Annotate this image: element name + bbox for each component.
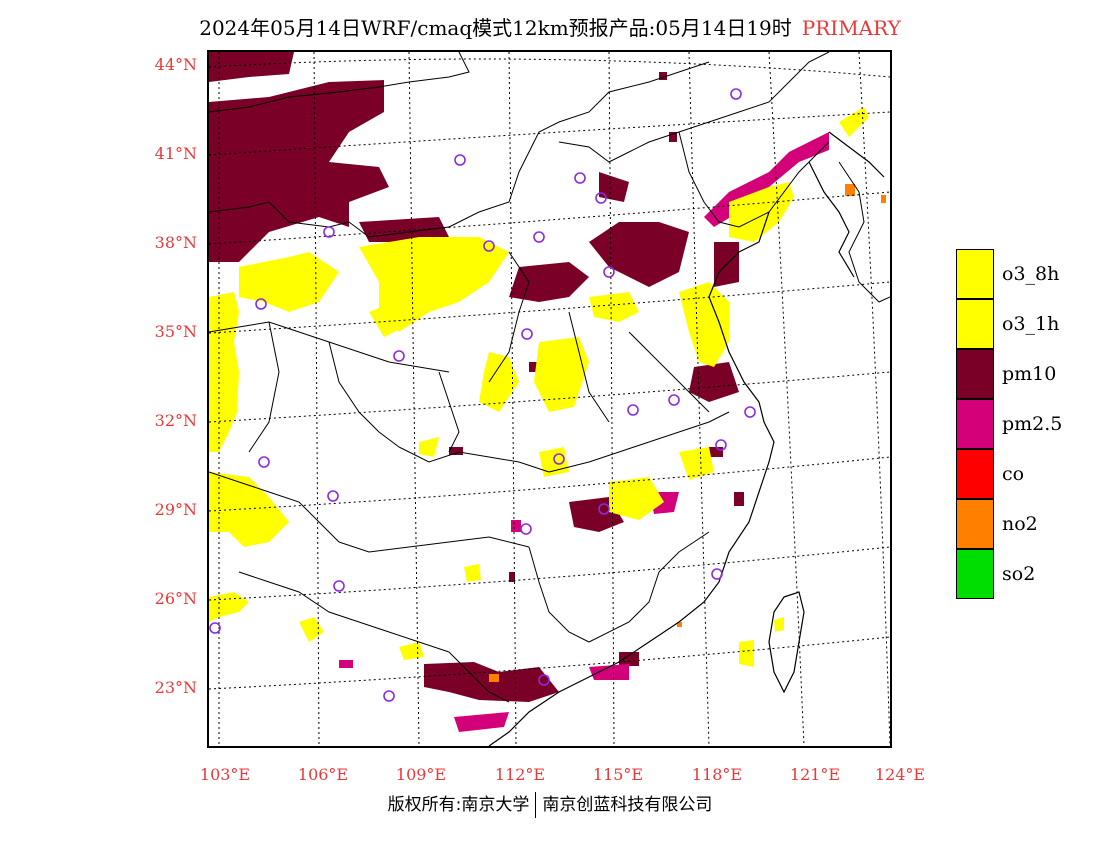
legend-label: pm2.5: [1002, 413, 1063, 435]
legend-label: o3_1h: [1002, 313, 1060, 335]
map-title: 2024年05月14日WRF/cmaq模式12km预报产品:05月14日19时 P…: [0, 12, 1100, 41]
lon-label-124e: 124°E: [874, 765, 926, 784]
title-primary-tag: PRIMARY: [801, 16, 901, 40]
graticule: [209, 52, 890, 746]
copyright-left: 版权所有:南京大学: [387, 795, 530, 815]
lon-label-103e: 103°E: [199, 765, 251, 784]
legend-swatch: [956, 349, 994, 399]
copyright-divider: [535, 792, 537, 818]
lat-label-23n: 23°N: [154, 678, 197, 697]
province-boundaries: [209, 52, 830, 703]
copyright-right: 南京创蓝科技有限公司: [542, 795, 713, 815]
legend-swatch: [956, 249, 994, 299]
legend-swatch: [956, 399, 994, 449]
lon-label-112e: 112°E: [494, 765, 546, 784]
legend-label: so2: [1002, 563, 1036, 585]
legend-swatch: [956, 299, 994, 349]
legend-label: pm10: [1002, 363, 1057, 385]
lat-label-32n: 32°N: [154, 411, 197, 430]
lat-label-35n: 35°N: [154, 322, 197, 341]
pm10-fields: [209, 52, 744, 702]
o3-fields: [209, 107, 869, 667]
lon-label-106e: 106°E: [297, 765, 349, 784]
legend-swatch: [956, 549, 994, 599]
taiwan: [768, 591, 805, 694]
korea-outline: [838, 161, 890, 303]
lon-label-118e: 118°E: [691, 765, 743, 784]
no2-fields: [489, 184, 886, 682]
city-markers: [209, 88, 756, 702]
lat-label-41n: 41°N: [154, 144, 197, 163]
legend-label: no2: [1002, 513, 1038, 535]
map-canvas: [209, 52, 890, 746]
lat-label-38n: 38°N: [154, 233, 197, 252]
lon-label-109e: 109°E: [395, 765, 447, 784]
lon-label-115e: 115°E: [592, 765, 644, 784]
legend-label: co: [1002, 463, 1025, 485]
legend-swatch: [956, 499, 994, 549]
lon-label-121e: 121°E: [789, 765, 841, 784]
lat-label-26n: 26°N: [154, 589, 197, 608]
lat-label-44n: 44°N: [154, 55, 197, 74]
legend-swatch: [956, 449, 994, 499]
forecast-map: [207, 50, 892, 748]
coastline: [488, 131, 885, 746]
legend-label: o3_8h: [1002, 263, 1060, 285]
copyright-footer: 版权所有:南京大学 南京创蓝科技有限公司: [0, 790, 1100, 818]
title-main: 2024年05月14日WRF/cmaq模式12km预报产品:05月14日19时: [199, 16, 792, 40]
lat-label-29n: 29°N: [154, 500, 197, 519]
